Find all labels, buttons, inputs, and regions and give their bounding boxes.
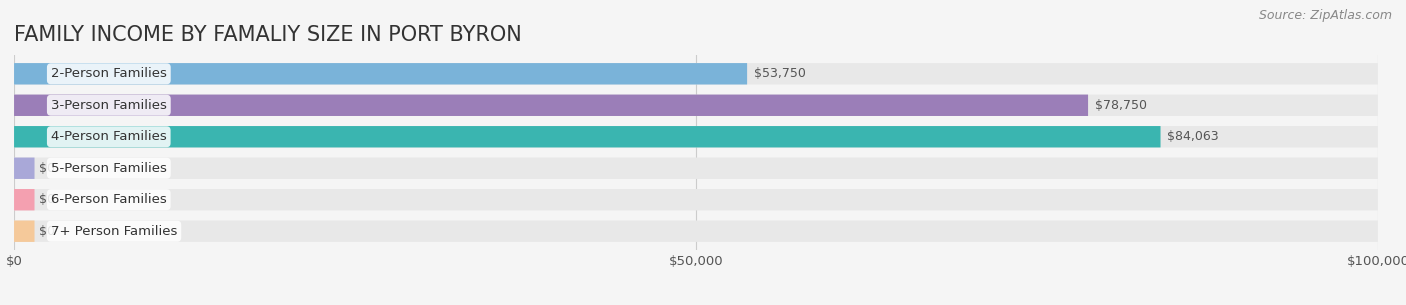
Text: $0: $0 <box>38 162 55 175</box>
Text: $84,063: $84,063 <box>1167 130 1219 143</box>
Text: $53,750: $53,750 <box>754 67 806 80</box>
FancyBboxPatch shape <box>14 221 1378 242</box>
Text: 2-Person Families: 2-Person Families <box>51 67 167 80</box>
Text: 3-Person Families: 3-Person Families <box>51 99 167 112</box>
FancyBboxPatch shape <box>14 158 1378 179</box>
Text: $0: $0 <box>38 193 55 206</box>
Text: 4-Person Families: 4-Person Families <box>51 130 167 143</box>
Text: Source: ZipAtlas.com: Source: ZipAtlas.com <box>1258 9 1392 22</box>
FancyBboxPatch shape <box>14 63 747 84</box>
Text: 7+ Person Families: 7+ Person Families <box>51 225 177 238</box>
Text: 5-Person Families: 5-Person Families <box>51 162 167 175</box>
Text: FAMILY INCOME BY FAMALIY SIZE IN PORT BYRON: FAMILY INCOME BY FAMALIY SIZE IN PORT BY… <box>14 25 522 45</box>
FancyBboxPatch shape <box>14 189 1378 210</box>
FancyBboxPatch shape <box>14 95 1088 116</box>
FancyBboxPatch shape <box>14 189 35 210</box>
FancyBboxPatch shape <box>14 126 1378 147</box>
FancyBboxPatch shape <box>14 95 1378 116</box>
FancyBboxPatch shape <box>14 126 1160 147</box>
FancyBboxPatch shape <box>14 221 35 242</box>
FancyBboxPatch shape <box>14 158 35 179</box>
Text: 6-Person Families: 6-Person Families <box>51 193 167 206</box>
Text: $0: $0 <box>38 225 55 238</box>
FancyBboxPatch shape <box>14 63 1378 84</box>
Text: $78,750: $78,750 <box>1095 99 1147 112</box>
